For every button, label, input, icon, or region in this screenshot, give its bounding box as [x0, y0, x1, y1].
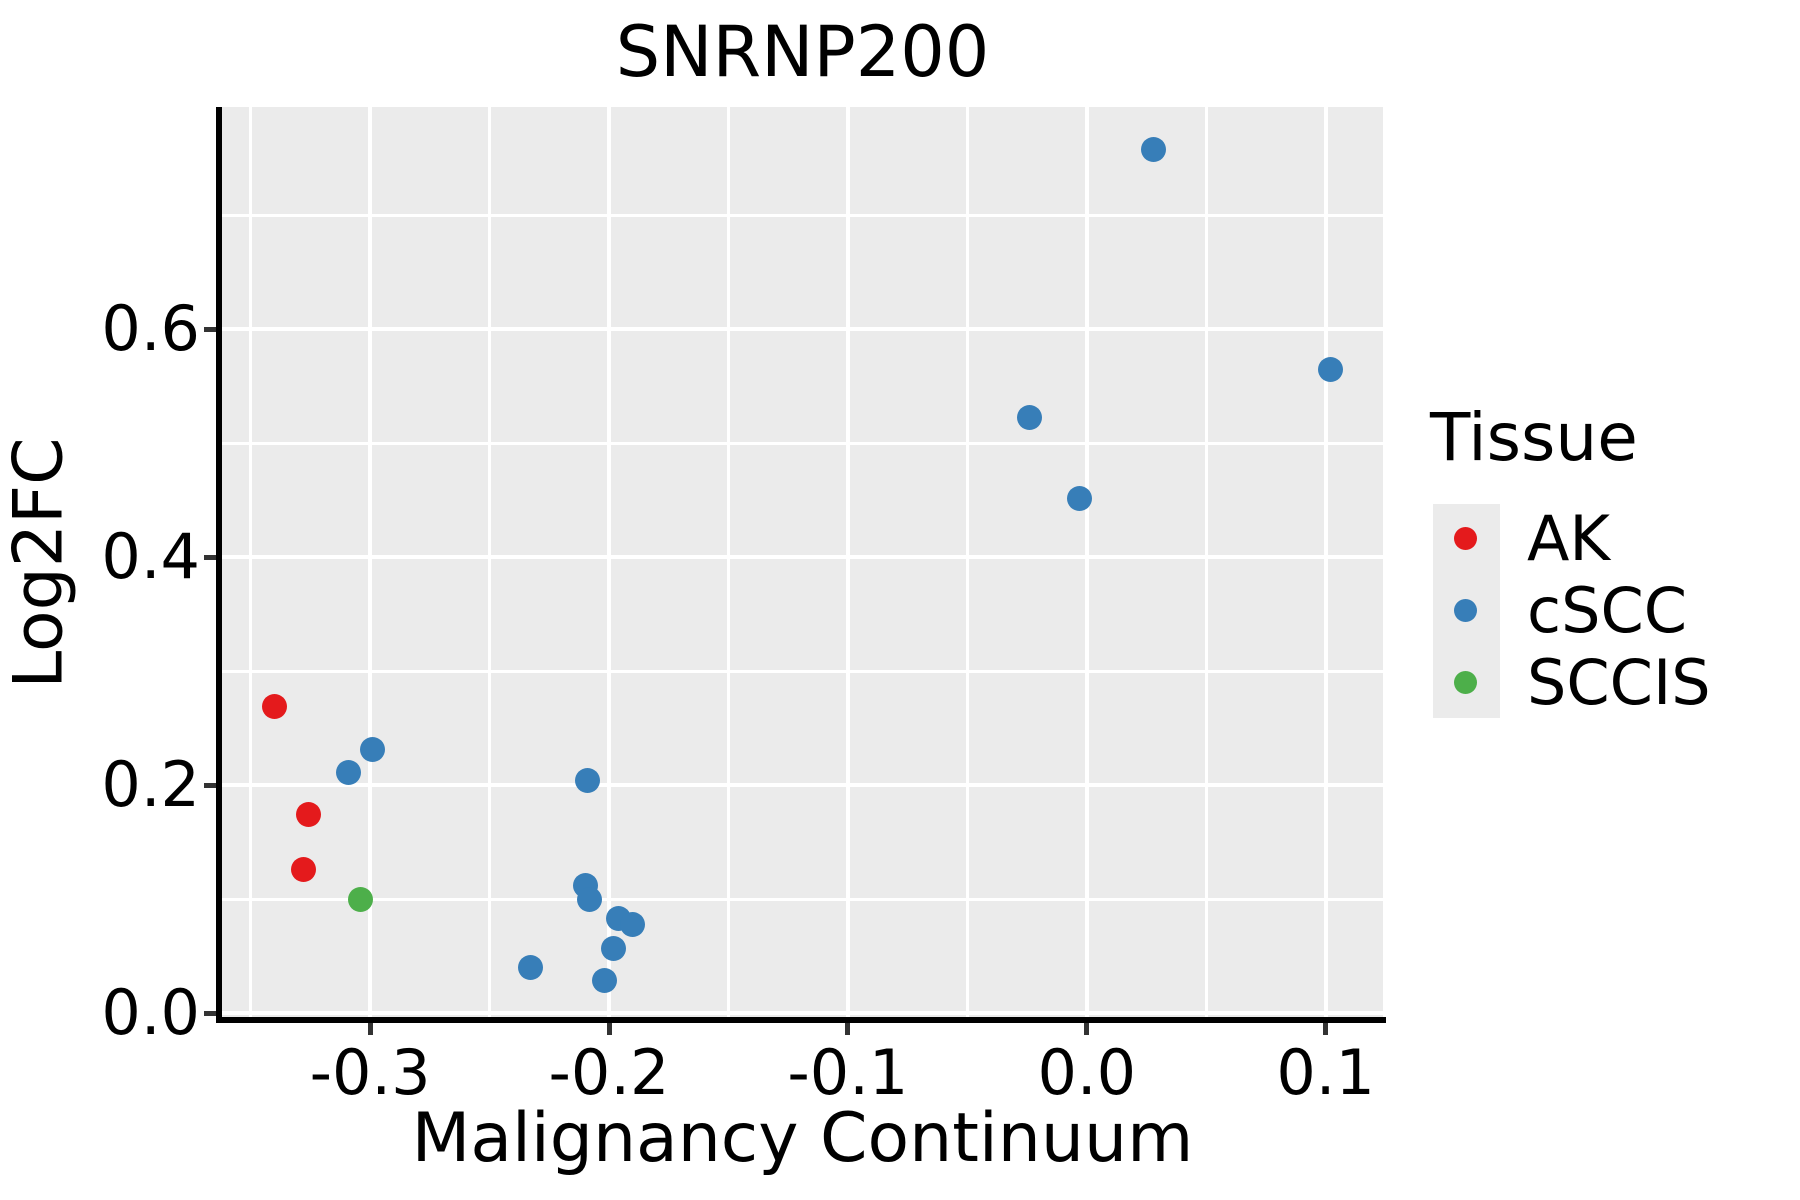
y-tick-mark — [204, 1010, 216, 1016]
x-tick-label: 0.0 — [1037, 1036, 1137, 1109]
x-tick-mark — [1084, 1023, 1090, 1035]
legend-sccis-dot-icon — [1454, 671, 1477, 694]
x-tick-label: 0.1 — [1276, 1036, 1375, 1109]
y-tick-mark — [204, 782, 216, 788]
data-point-cscc — [575, 768, 600, 794]
minor-gridline-x — [249, 107, 253, 1019]
plot-title: SNRNP200 — [615, 11, 990, 93]
y-axis-line — [216, 107, 222, 1023]
data-point-ak — [290, 857, 316, 883]
minor-gridline-y — [222, 669, 1383, 673]
data-point-cscc — [336, 760, 362, 786]
data-point-cscc — [591, 967, 617, 993]
minor-gridline-x — [726, 107, 730, 1019]
minor-gridline-y — [222, 213, 1383, 217]
x-axis-line — [216, 1017, 1386, 1023]
minor-gridline-y — [222, 897, 1383, 901]
data-point-cscc — [601, 935, 627, 961]
y-tick-label: 0.0 — [101, 976, 200, 1050]
legend-cscc-dot-icon — [1454, 599, 1477, 622]
x-tick-label: -0.1 — [787, 1036, 909, 1109]
major-gridline-x — [1084, 107, 1089, 1019]
legend-title: Tissue — [1430, 399, 1638, 476]
data-point-cscc — [1141, 136, 1167, 162]
legend-label-cscc: cSCC — [1527, 574, 1688, 647]
data-point-cscc — [1016, 404, 1042, 430]
major-gridline-x — [1323, 107, 1328, 1019]
x-tick-mark — [845, 1023, 851, 1035]
x-tick-label: -0.2 — [548, 1036, 670, 1109]
x-tick-mark — [367, 1023, 373, 1035]
minor-gridline-x — [488, 107, 492, 1019]
data-point-cscc — [1317, 356, 1343, 382]
y-tick-mark — [204, 554, 216, 560]
minor-gridline-x — [965, 107, 969, 1019]
x-axis-title: Malignancy Continuum — [411, 1099, 1194, 1178]
major-gridline-y — [222, 327, 1383, 332]
major-gridline-y — [222, 555, 1383, 560]
major-gridline-y — [222, 1011, 1383, 1016]
data-point-cscc — [517, 955, 543, 981]
y-tick-mark — [204, 326, 216, 332]
data-point-ak — [262, 694, 288, 720]
plot-panel — [222, 107, 1383, 1019]
minor-gridline-x — [1204, 107, 1208, 1019]
major-gridline-x — [845, 107, 850, 1019]
major-gridline-x — [607, 107, 611, 1019]
major-gridline-y — [222, 783, 1383, 788]
x-tick-label: -0.3 — [309, 1036, 431, 1109]
y-tick-label: 0.6 — [101, 292, 200, 366]
data-point-ak — [295, 802, 321, 828]
data-point-cscc — [1067, 485, 1093, 511]
x-tick-mark — [1323, 1023, 1329, 1035]
y-tick-label: 0.2 — [101, 748, 200, 822]
data-point-sccis — [348, 886, 374, 912]
legend-ak-dot-icon — [1454, 527, 1477, 550]
major-gridline-x — [368, 107, 373, 1019]
y-tick-label: 0.4 — [101, 520, 200, 594]
x-tick-mark — [606, 1023, 612, 1035]
legend-label-sccis: SCCIS — [1527, 646, 1711, 719]
minor-gridline-y — [222, 441, 1383, 445]
data-point-cscc — [360, 737, 385, 763]
data-point-cscc — [577, 886, 603, 912]
legend-label-ak: AK — [1527, 502, 1611, 575]
data-point-cscc — [620, 911, 646, 937]
